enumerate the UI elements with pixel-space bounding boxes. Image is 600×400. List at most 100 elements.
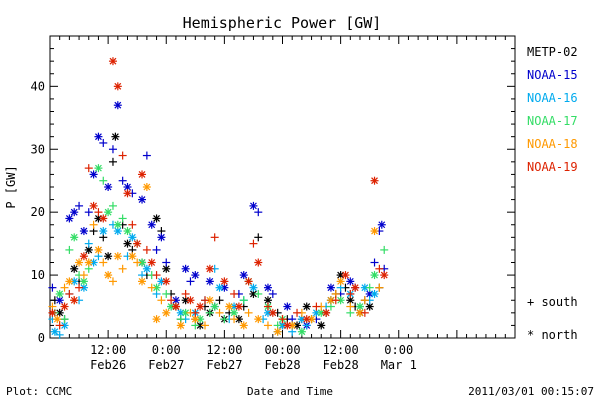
north-point (133, 239, 142, 248)
data-points (48, 57, 389, 339)
x-tick-time-label: 00:00 (264, 343, 300, 357)
north-point (104, 208, 113, 217)
north-point (70, 264, 79, 273)
north-point (215, 283, 224, 292)
x-axis-ticks: 12:00Feb260:00Feb2712:00Feb2700:00Feb281… (49, 36, 516, 372)
north-point (104, 271, 113, 280)
south-point (360, 308, 369, 317)
south-point (254, 233, 263, 242)
north-point (128, 233, 137, 242)
north-point (89, 201, 98, 210)
north-point (263, 283, 272, 292)
north-point (123, 189, 132, 198)
south-point (293, 308, 302, 317)
x-tick-time-label: 12:00 (323, 343, 359, 357)
south-point (201, 296, 209, 305)
x-axis-label: Date and Time (247, 385, 333, 398)
south-point (239, 296, 248, 305)
south-point (118, 151, 127, 160)
north-point (113, 220, 122, 229)
north-point (113, 82, 122, 91)
north-point (113, 227, 122, 236)
north-point (244, 277, 253, 286)
south-point (108, 157, 117, 166)
south-point (152, 245, 161, 254)
south-point (108, 201, 117, 210)
north-point (239, 321, 248, 330)
south-point (55, 321, 64, 330)
south-point (263, 321, 272, 330)
marker-legend-entry: + south (527, 295, 578, 309)
south-point (375, 283, 384, 292)
north-point (196, 302, 205, 311)
south-point (94, 208, 103, 217)
north-point (380, 271, 389, 280)
x-tick-time-label: 12:00 (206, 343, 242, 357)
south-point (142, 245, 151, 254)
y-tick-label: 40 (31, 79, 45, 93)
south-point (75, 283, 84, 292)
north-point (346, 277, 355, 286)
north-point (234, 302, 243, 311)
south-point (201, 321, 209, 330)
north-point (79, 252, 88, 261)
south-point (118, 264, 127, 273)
north-point (65, 214, 74, 223)
north-point (113, 101, 122, 110)
north-point (104, 183, 113, 191)
south-point (108, 277, 117, 286)
north-point (336, 277, 345, 286)
north-point (171, 302, 180, 311)
south-point (167, 296, 176, 305)
north-point (138, 195, 147, 204)
north-point (113, 252, 122, 261)
south-point (157, 296, 166, 305)
north-point (142, 183, 151, 191)
south-point (75, 201, 84, 210)
north-point (302, 302, 311, 311)
north-point (70, 296, 79, 305)
north-point (317, 321, 326, 330)
south-point (142, 151, 151, 160)
south-point (79, 271, 88, 280)
y-tick-label: 30 (31, 142, 45, 156)
north-point (99, 227, 108, 236)
north-point (225, 302, 234, 311)
south-point (278, 315, 287, 324)
north-point (94, 132, 103, 141)
north-point (70, 208, 79, 217)
legend-entry: NOAA-17 (527, 114, 578, 128)
x-tick-date-label: Mar 1 (381, 358, 417, 372)
south-point (331, 296, 340, 305)
y-tick-label: 10 (31, 268, 45, 282)
north-point (79, 227, 88, 236)
south-point (84, 208, 93, 217)
south-point (220, 315, 229, 324)
legend-entry: METP-02 (527, 45, 578, 59)
south-point (312, 302, 321, 311)
south-point (215, 308, 224, 317)
south-point (99, 258, 108, 267)
south-point (254, 208, 263, 217)
south-point (205, 308, 214, 317)
legend-entry: NOAA-16 (527, 91, 578, 105)
south-point (162, 289, 171, 298)
north-point (205, 277, 214, 286)
north-point (205, 264, 214, 273)
south-point (346, 289, 355, 298)
south-point (244, 308, 253, 317)
x-tick-date-label: Feb26 (90, 358, 126, 372)
plot-frame (49, 35, 516, 339)
south-point (254, 289, 263, 298)
north-point (297, 327, 306, 336)
south-point (181, 289, 190, 298)
north-point (210, 302, 219, 311)
north-point (55, 289, 64, 298)
north-point (186, 296, 195, 305)
south-point (65, 289, 74, 298)
south-point (152, 271, 161, 280)
north-point (152, 214, 161, 223)
north-point (147, 258, 156, 267)
x-tick-time-label: 0:00 (384, 343, 413, 357)
